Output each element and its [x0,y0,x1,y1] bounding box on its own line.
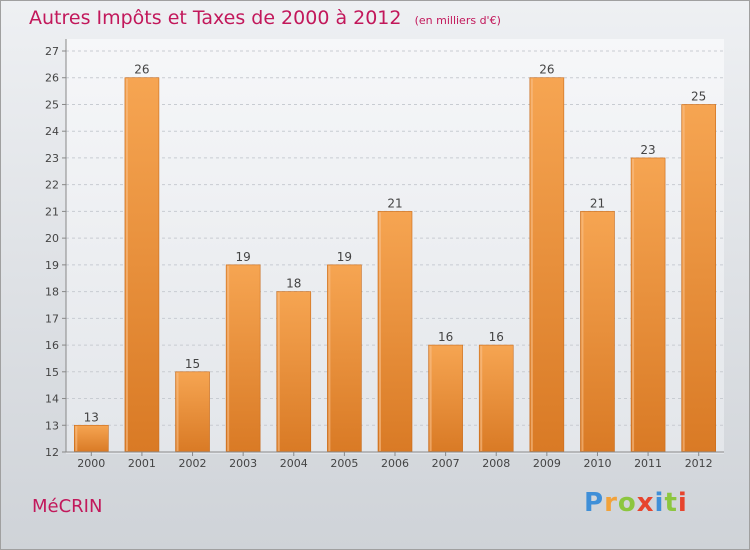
x-tick-label: 2001 [128,457,156,470]
bar-highlight [379,212,381,451]
y-tick-label: 27 [45,45,59,58]
y-tick-label: 12 [45,446,59,459]
value-label: 25 [691,89,706,103]
value-label: 21 [387,196,402,210]
x-tick-label: 2011 [634,457,662,470]
bar-highlight [277,292,280,451]
bar-highlight [125,78,128,451]
y-tick-label: 25 [45,98,59,111]
x-tick-label: 2006 [381,457,409,470]
x-tick-label: 2002 [179,457,207,470]
bar-highlight [328,265,331,451]
bar-2005 [327,264,362,453]
bar-highlight [581,212,584,451]
x-tick-label: 2009 [533,457,561,470]
bar-2001 [124,77,160,453]
value-label: 13 [84,410,99,424]
y-tick-label: 22 [45,179,59,192]
bar-highlight [682,105,685,451]
value-label: 15 [185,357,200,371]
chart-title: Autres Impôts et Taxes de 2000 à 2012 [29,7,402,29]
bar-highlight [429,346,432,451]
value-label: 26 [539,63,554,77]
value-label: 18 [286,277,301,291]
y-tick-label: 18 [45,286,59,299]
town-name: MéCRIN [32,496,103,517]
y-tick-label: 13 [45,419,59,432]
bar-2007 [428,344,463,453]
bar-2012 [681,104,716,453]
value-label: 21 [590,196,605,210]
bar-highlight [480,346,483,451]
y-tick-label: 23 [45,152,59,165]
x-tick-label: 2010 [583,457,611,470]
x-tick-label: 2007 [432,457,460,470]
value-label: 16 [489,330,504,344]
bar-highlight [632,158,635,451]
x-tick-label: 2003 [229,457,257,470]
value-label: 26 [134,63,149,77]
y-tick-label: 15 [45,366,59,379]
value-label: 19 [236,250,251,264]
chart-subtitle: (en milliers d'€) [414,14,501,27]
bar-2004 [276,291,312,453]
bar-highlight [227,265,230,451]
y-tick-label: 17 [45,312,59,325]
title-block: Autres Impôts et Taxes de 2000 à 2012 (e… [29,7,501,29]
bar-2006 [377,211,413,453]
bar-2000 [74,424,109,453]
bar-2009 [529,77,565,453]
y-tick-label: 14 [45,393,59,406]
bar-highlight [530,78,533,451]
value-label: 23 [640,143,655,157]
y-tick-label: 20 [45,232,59,245]
x-tick-label: 2004 [280,457,308,470]
bar-highlight [75,426,78,451]
bar-2003 [225,264,261,453]
value-label: 19 [337,250,352,264]
y-tick-label: 19 [45,259,59,272]
x-tick-label: 2012 [685,457,713,470]
bar-2008 [478,344,514,453]
y-tick-label: 21 [45,205,59,218]
x-tick-label: 2008 [482,457,510,470]
y-tick-label: 16 [45,339,59,352]
bar-2002 [175,371,210,453]
bar-2010 [580,211,615,453]
bar-highlight [176,372,179,451]
x-tick-label: 2000 [77,457,105,470]
value-label: 16 [438,330,453,344]
proxiti-logo: Proxiti [584,488,688,518]
y-tick-label: 26 [45,72,59,85]
bar-2011 [630,157,666,453]
y-tick-label: 24 [45,125,59,138]
x-tick-label: 2005 [330,457,358,470]
